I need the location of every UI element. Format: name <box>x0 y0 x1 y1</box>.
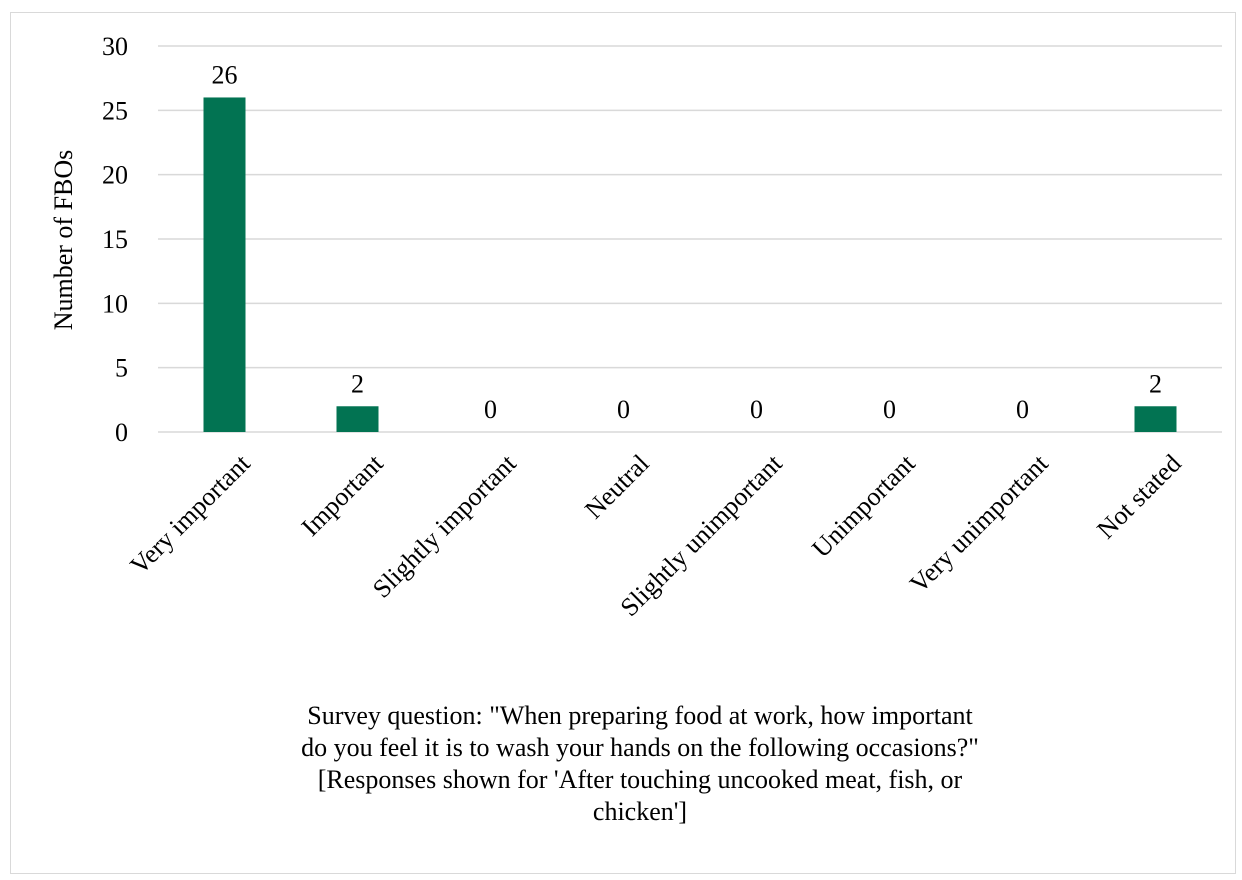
y-tick-label: 30 <box>102 32 128 61</box>
y-tick-label: 5 <box>115 354 128 383</box>
bars <box>203 97 1177 432</box>
y-tick-label: 0 <box>115 418 128 447</box>
bar <box>203 97 246 432</box>
data-labels: 26 2 0 0 0 0 0 2 <box>212 60 1163 424</box>
y-tick-label: 15 <box>102 225 128 254</box>
category-label: Neutral <box>579 449 655 525</box>
x-axis-title: Survey question: "When preparing food at… <box>200 700 1080 828</box>
data-label: 0 <box>1016 395 1029 424</box>
bar <box>336 406 379 432</box>
data-label: 0 <box>750 395 763 424</box>
gridlines <box>158 45 1222 433</box>
x-axis-title-line: chicken'] <box>592 797 688 826</box>
data-label: 2 <box>351 369 364 398</box>
y-tick-label: 25 <box>102 96 128 125</box>
category-label: Slightly important <box>367 448 522 603</box>
x-axis-title-line: do you feel it is to wash your hands on … <box>301 733 979 762</box>
category-label: Unimportant <box>806 448 921 563</box>
y-tick-labels: 0 5 10 15 20 25 30 <box>102 32 128 447</box>
category-label: Important <box>296 448 390 542</box>
x-axis-title-line: Survey question: "When preparing food at… <box>307 701 973 730</box>
data-label: 26 <box>212 60 238 89</box>
data-label: 2 <box>1149 369 1162 398</box>
y-tick-label: 10 <box>102 289 128 318</box>
category-label: Very important <box>124 448 256 580</box>
data-label: 0 <box>484 395 497 424</box>
y-axis-title: Number of FBOs <box>49 150 78 331</box>
data-label: 0 <box>617 395 630 424</box>
bar <box>1134 406 1177 432</box>
category-label: Very unimportant <box>904 448 1054 598</box>
category-label: Not stated <box>1091 449 1187 545</box>
data-label: 0 <box>883 395 896 424</box>
y-tick-label: 20 <box>102 161 128 190</box>
x-axis-title-line: [Responses shown for 'After touching unc… <box>317 765 963 794</box>
